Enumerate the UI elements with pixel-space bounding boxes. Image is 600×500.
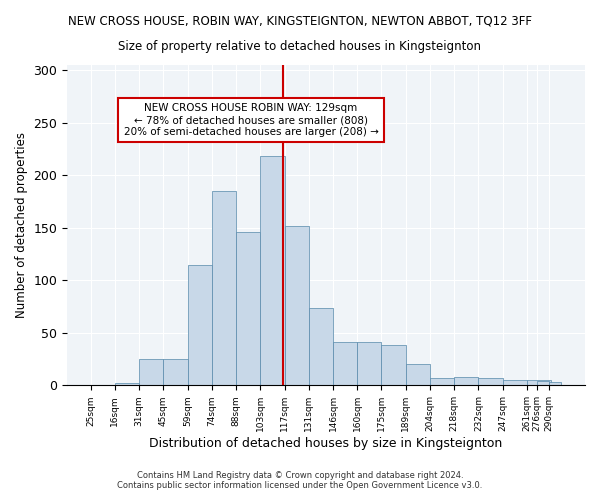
- Bar: [357, 342, 382, 386]
- Text: Contains HM Land Registry data © Crown copyright and database right 2024.
Contai: Contains HM Land Registry data © Crown c…: [118, 470, 482, 490]
- Bar: [478, 378, 503, 386]
- Bar: [503, 380, 527, 386]
- Bar: [333, 342, 357, 386]
- Bar: [527, 380, 551, 386]
- Bar: [188, 264, 212, 386]
- Bar: [454, 377, 478, 386]
- Bar: [163, 359, 188, 386]
- Bar: [550, 382, 562, 386]
- Bar: [212, 191, 236, 386]
- Text: Size of property relative to detached houses in Kingsteignton: Size of property relative to detached ho…: [119, 40, 482, 53]
- Text: NEW CROSS HOUSE ROBIN WAY: 129sqm
← 78% of detached houses are smaller (808)
20%: NEW CROSS HOUSE ROBIN WAY: 129sqm ← 78% …: [124, 104, 379, 136]
- Bar: [430, 378, 454, 386]
- Bar: [236, 232, 260, 386]
- Bar: [260, 156, 284, 386]
- Bar: [309, 308, 333, 386]
- Bar: [284, 226, 309, 386]
- Bar: [139, 359, 163, 386]
- Bar: [406, 364, 430, 386]
- Bar: [537, 381, 550, 386]
- Bar: [382, 346, 406, 386]
- Text: NEW CROSS HOUSE, ROBIN WAY, KINGSTEIGNTON, NEWTON ABBOT, TQ12 3FF: NEW CROSS HOUSE, ROBIN WAY, KINGSTEIGNTO…: [68, 15, 532, 28]
- X-axis label: Distribution of detached houses by size in Kingsteignton: Distribution of detached houses by size …: [149, 437, 503, 450]
- Bar: [115, 383, 139, 386]
- Y-axis label: Number of detached properties: Number of detached properties: [15, 132, 28, 318]
